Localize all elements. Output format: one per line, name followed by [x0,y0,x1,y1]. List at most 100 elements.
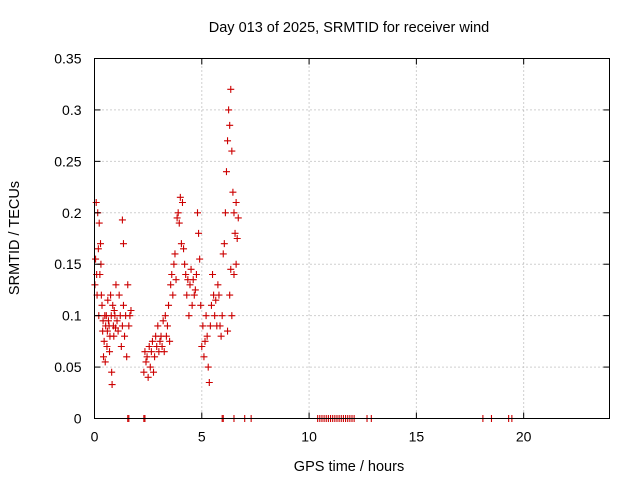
data-point [191,286,199,294]
data-point [204,363,212,371]
data-point [104,317,112,325]
data-point [158,343,166,350]
y-tick-label: 0.25 [54,153,81,169]
data-point [123,353,131,361]
data-point [170,260,178,268]
data-point [176,193,184,201]
data-point [92,199,100,206]
data-point [186,281,194,289]
y-tick-label: 0 [74,411,82,427]
data-point [124,281,132,289]
data-point [212,296,220,304]
data-point [194,209,201,217]
data-point [187,265,195,273]
data-point [94,245,102,253]
data-point [127,307,135,314]
data-point [232,199,240,206]
data-point [209,271,217,278]
data-point [172,276,180,284]
data-point [211,312,219,320]
data-point [230,271,238,278]
x-tick-label: 15 [409,429,425,445]
data-point [182,271,190,278]
data-point [98,301,106,309]
data-point [177,240,185,248]
data-point [100,353,108,361]
data-point [118,216,126,224]
data-point [169,291,177,299]
data-point [189,276,197,284]
data-point [230,209,238,217]
data-point [215,291,223,299]
data-point [222,168,230,176]
data-point [121,332,129,340]
data-point [143,353,151,361]
data-point [219,250,227,258]
data-point [108,368,116,376]
data-point [166,337,174,345]
data-point [195,229,203,237]
data-point [198,343,206,350]
data-point [178,199,186,206]
data-point [96,271,104,278]
data-point [103,343,111,350]
data-point [228,147,236,155]
data-point [140,368,148,376]
data-point [125,322,133,330]
data-point [232,260,240,268]
data-point [171,250,179,258]
data-point [201,337,209,345]
data-point [154,322,162,330]
grid-layer [94,58,610,419]
x-tick-label: 0 [91,429,99,445]
data-point [156,337,164,345]
data-point [183,291,191,299]
y-tick-label: 0.3 [62,102,82,118]
data-point [144,373,152,381]
data-point [146,363,154,371]
data-point [113,317,121,325]
data-point [108,381,116,389]
data-point [114,327,122,335]
plot-frame [94,58,610,419]
data-point [151,353,159,361]
data-point [147,348,155,356]
data-point [226,121,234,129]
data-point [224,137,232,145]
data-point [97,240,105,248]
data-point [142,358,150,366]
data-point [104,296,112,304]
x-tick-label: 5 [198,429,206,445]
data-point [173,214,181,222]
data-point [196,255,204,263]
data-point [217,332,225,340]
data-point [227,265,235,273]
data-point [159,317,167,325]
data-point [110,307,118,314]
data-point [185,312,193,320]
data-point [150,368,158,376]
data-point [103,327,111,335]
data-point [199,322,207,330]
data-point [233,235,241,242]
data-point [97,291,105,299]
data-point [192,271,200,278]
data-point [163,322,171,330]
data-point [110,332,118,340]
y-axis-label: SRMTID / TECUs [7,181,23,295]
y-tick-label: 0.35 [54,51,81,67]
data-point [162,332,170,340]
data-point [205,379,213,386]
data-point [167,281,175,289]
data-point [221,209,229,217]
data-point [207,301,215,309]
data-point [118,322,126,330]
data-points-layer [91,85,516,422]
x-tick-label: 20 [516,429,532,445]
y-tick-label: 0.15 [54,256,81,272]
data-point [225,106,233,114]
data-point [168,271,176,278]
data-point [165,301,173,309]
data-point [181,260,189,268]
